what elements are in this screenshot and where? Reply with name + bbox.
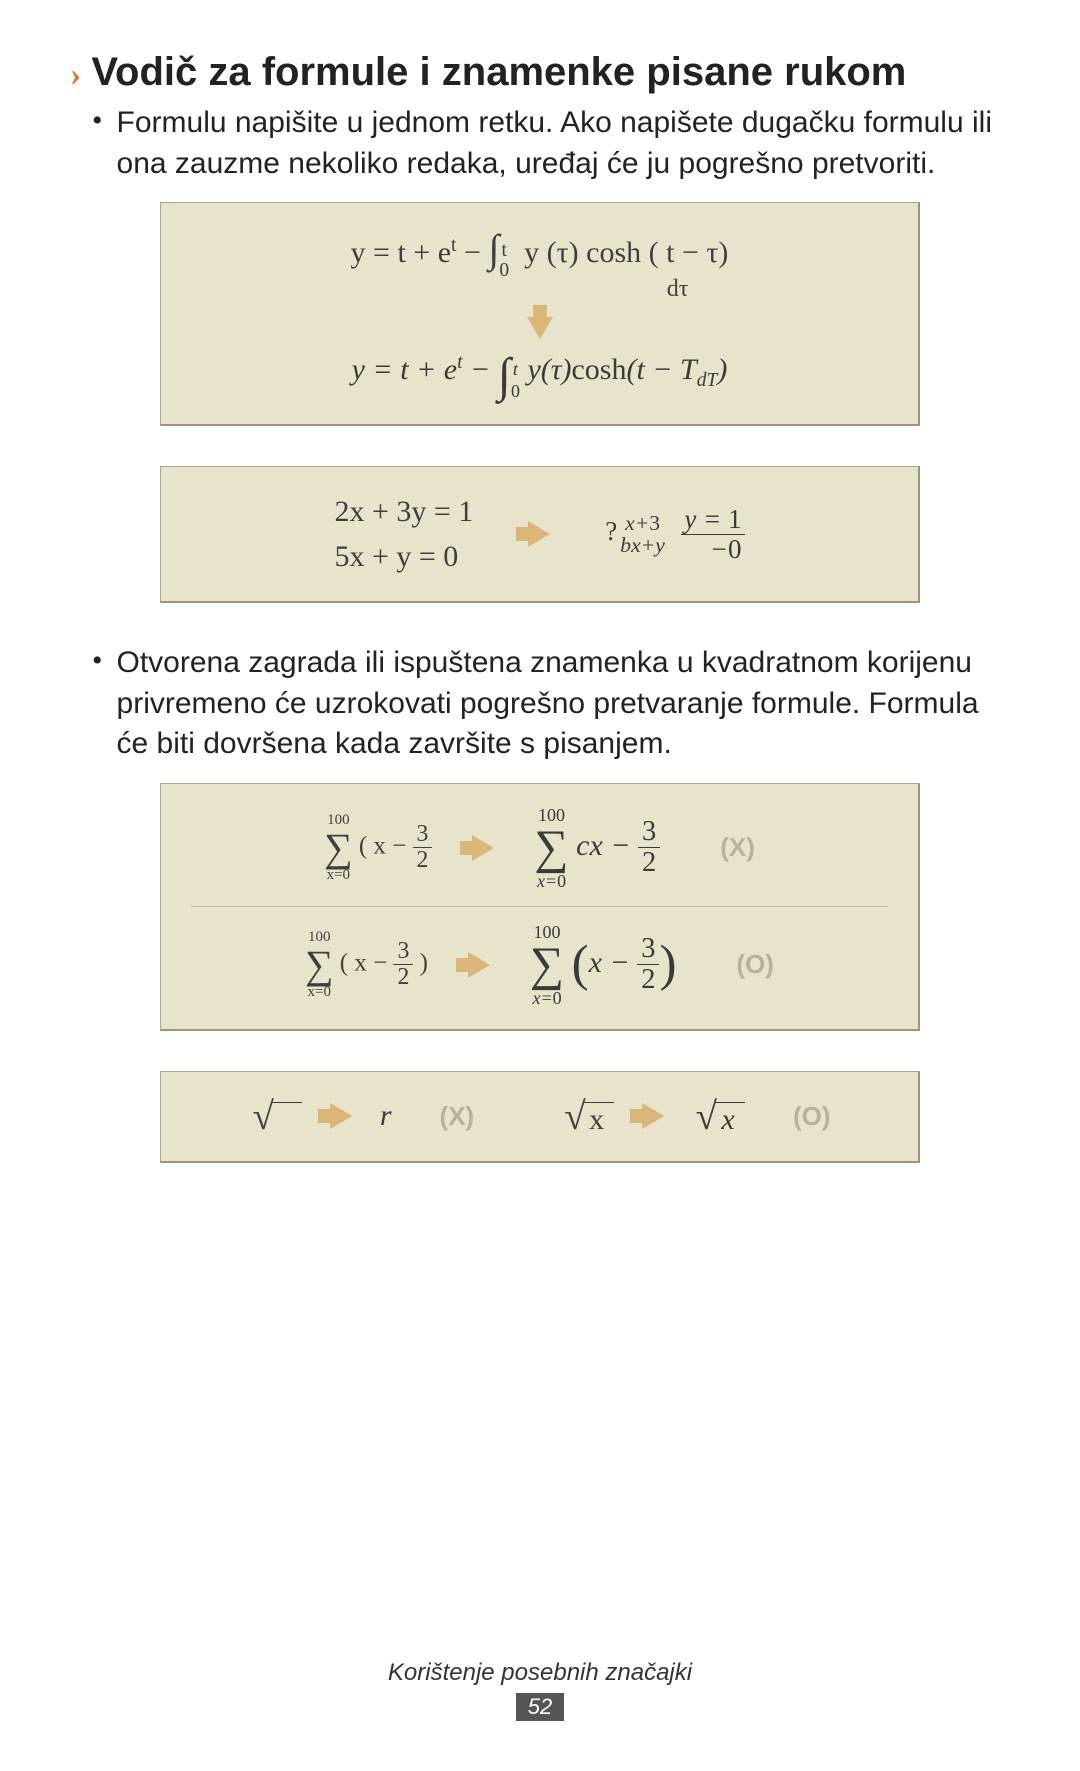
handwritten-formula: 100∑x=0 ( x − 32 [324, 813, 432, 883]
handwritten-formula: 2x + 3y = 1 5x + y = 0 [334, 489, 473, 579]
hand-line: 5x + y = 0 [334, 534, 473, 579]
arrow-right-icon [642, 1103, 664, 1129]
handwritten-formula: 100∑x=0 ( x − 32 ) [305, 930, 428, 1000]
bullet-item: • Otvorena zagrada ili ispuštena znamenk… [92, 643, 1010, 765]
example-row: 100∑x=0 ( x − 32 ) 100∑x=0 (x − 32) (O) [191, 923, 888, 1007]
bullet-item: • Formulu napišite u jednom retku. Ako n… [92, 103, 1010, 184]
typeset-formula: ?x+3bx+y y = 1−0 [605, 505, 744, 563]
arrow-right-icon [528, 521, 550, 547]
typeset-formula: x [692, 1094, 745, 1139]
typeset-formula: y = t + et − ∫t0 y(τ)cosh(t − TdT) [352, 353, 728, 402]
example-panel-linear: 2x + 3y = 1 5x + y = 0 ?x+3bx+y y = 1−0 [160, 466, 920, 603]
handwritten-formula: x [560, 1094, 613, 1139]
heading-text: Vodič za formule i znamenke pisane rukom [91, 50, 906, 95]
typeset-formula: r [380, 1099, 392, 1133]
bullet-dot-icon: • [92, 643, 103, 765]
result-label-correct: (O) [793, 1101, 831, 1132]
hand-line: 2x + 3y = 1 [334, 489, 473, 534]
handwritten-formula [248, 1094, 301, 1139]
typeset-formula: 100∑x=0 cx − 32 [534, 806, 660, 890]
bullet-text: Formulu napišite u jednom retku. Ako nap… [117, 103, 1010, 184]
result-label-wrong: (X) [440, 1101, 475, 1132]
page-footer: Korištenje posebnih značajki 52 [0, 1659, 1080, 1721]
arrow-right-icon [472, 835, 494, 861]
example-panel-integral: y = t + et − ∫t0 y (τ) cosh ( t − τ) dτ … [160, 202, 920, 426]
result-label-wrong: (X) [720, 832, 755, 863]
section-heading: › Vodič za formule i znamenke pisane ruk… [70, 50, 1010, 95]
result-label-correct: (O) [736, 949, 774, 980]
handwritten-formula: y = t + et − ∫t0 y (τ) cosh ( t − τ) dτ [351, 225, 729, 303]
bullet-text: Otvorena zagrada ili ispuštena znamenka … [117, 643, 1010, 765]
arrow-right-icon [330, 1103, 352, 1129]
example-panel-summation: 100∑x=0 ( x − 32 100∑x=0 cx − 32 (X) 100… [160, 783, 920, 1031]
page-number: 52 [516, 1693, 564, 1721]
divider [191, 906, 888, 907]
bullet-dot-icon: • [92, 103, 103, 184]
footer-section-title: Korištenje posebnih značajki [0, 1659, 1080, 1687]
typeset-formula: 100∑x=0 (x − 32) [530, 923, 677, 1007]
chevron-right-icon: › [70, 58, 81, 92]
arrow-down-icon [527, 317, 553, 339]
example-panel-sqrt: r (X) x x (O) [160, 1071, 920, 1163]
example-row: 100∑x=0 ( x − 32 100∑x=0 cx − 32 (X) [191, 806, 888, 890]
arrow-right-icon [468, 952, 490, 978]
